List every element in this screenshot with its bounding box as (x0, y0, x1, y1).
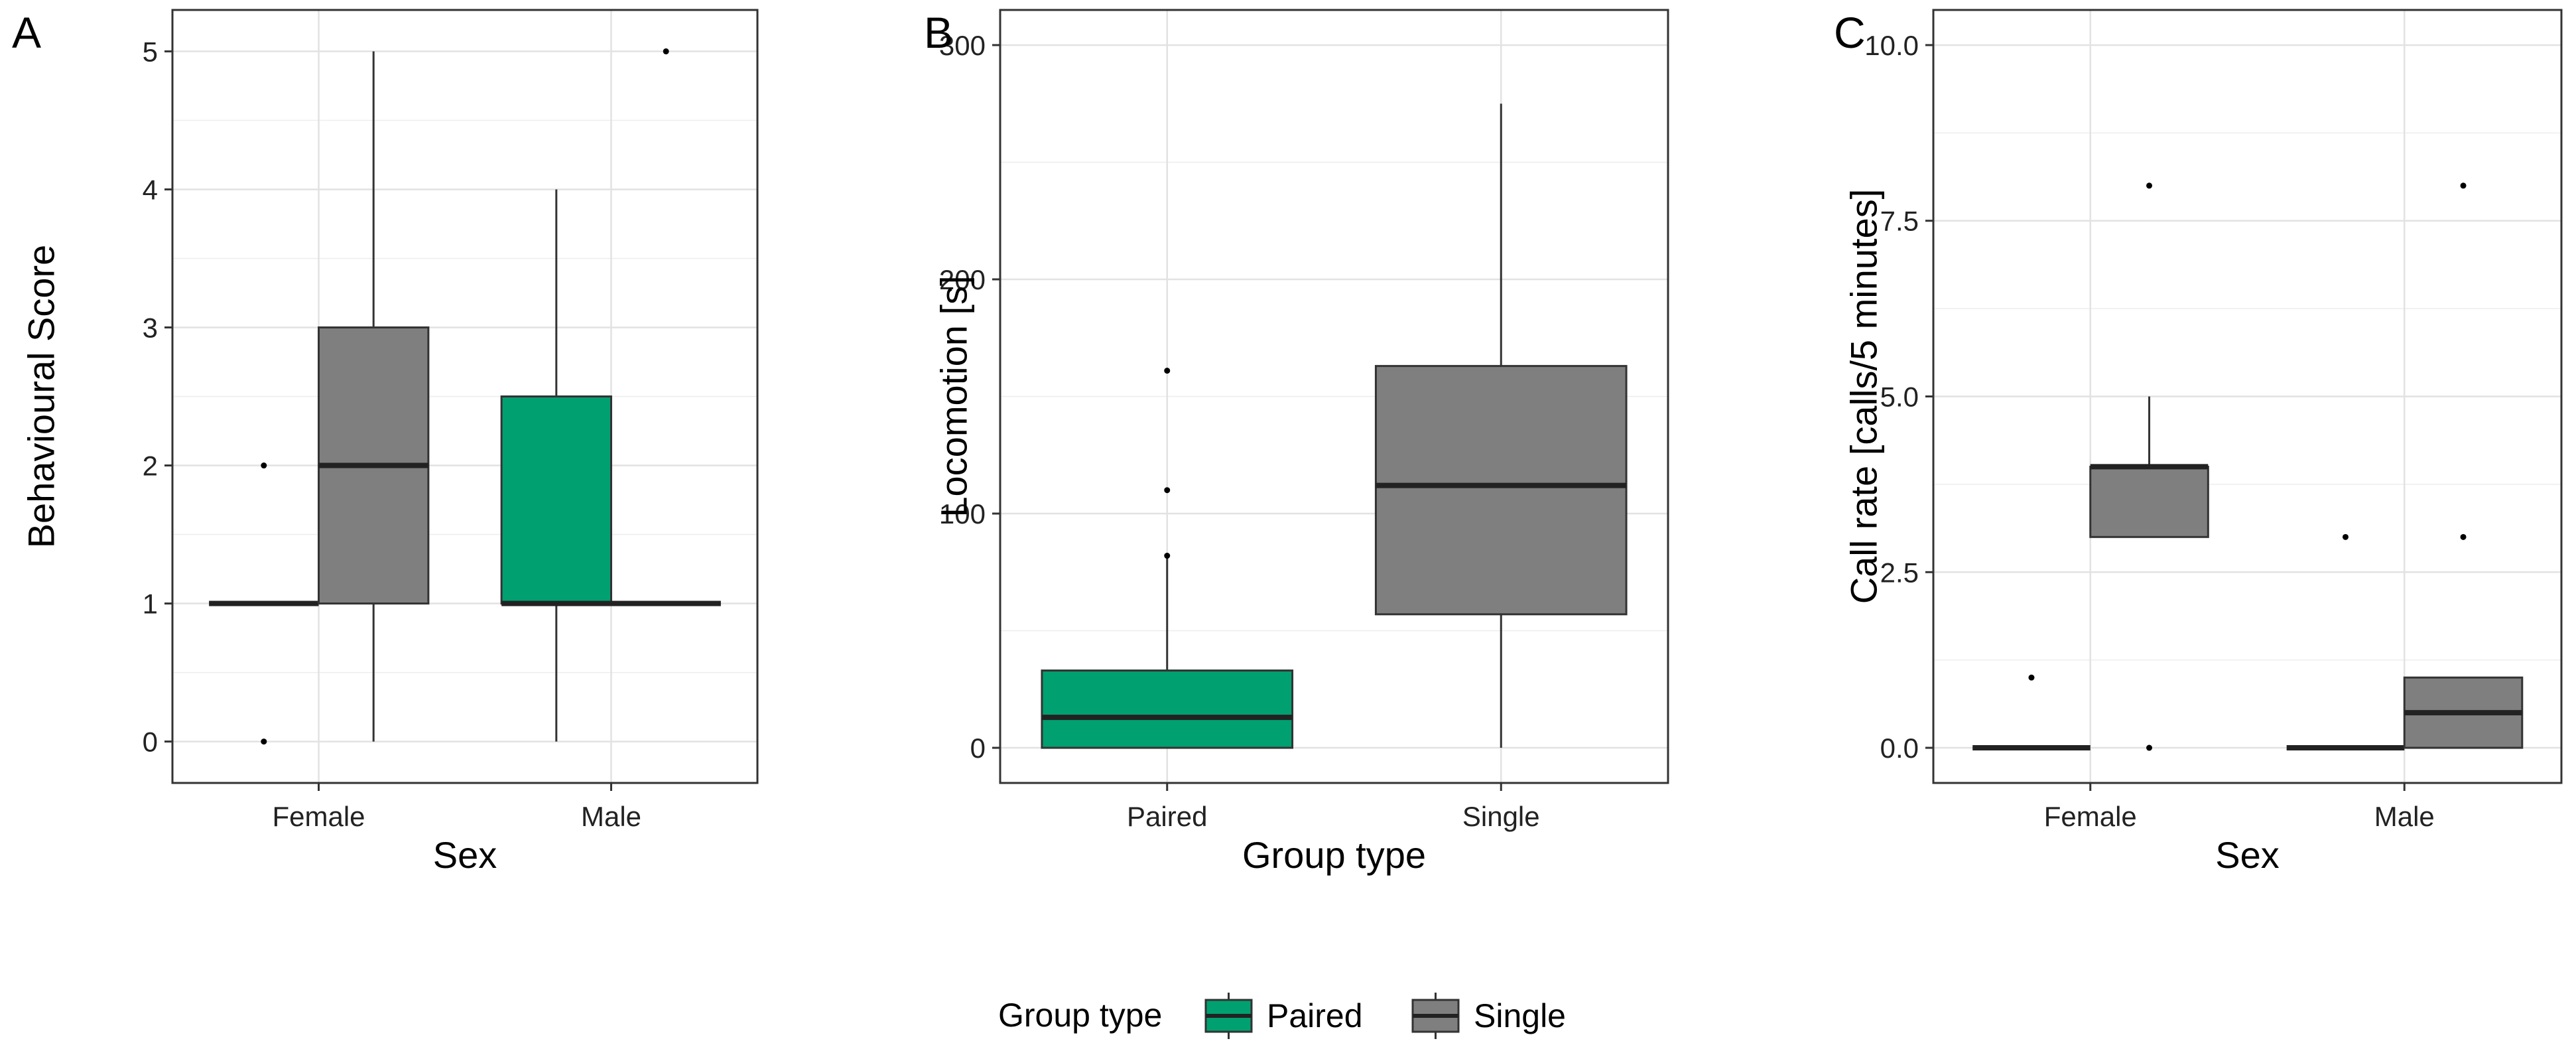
y-axis-title: Call rate [calls/5 minutes] (1843, 189, 1885, 604)
legend-entry-paired: Paired (1204, 993, 1363, 1039)
legend-title: Group type (998, 997, 1162, 1034)
outlier-point (261, 462, 267, 469)
y-tick-label: 7.5 (1880, 206, 1919, 237)
box-paired-male (2286, 533, 2405, 751)
box-paired-paired (1041, 368, 1294, 749)
panel-label: A (12, 8, 41, 57)
y-tick-label: 100 (939, 498, 986, 529)
legend-entry-label: Paired (1267, 997, 1363, 1034)
outlier-point (2342, 533, 2349, 540)
y-tick-label: 10.0 (1864, 30, 1919, 61)
legend-entry-single: Single (1411, 993, 1566, 1039)
panel-border (171, 9, 759, 784)
y-tick-label: 2 (143, 451, 158, 482)
x-tick-label: Male (2374, 801, 2435, 832)
box-body (1374, 365, 1628, 616)
outlier-point (261, 738, 267, 745)
y-axis-title: Locomotion [s] (933, 275, 975, 517)
x-tick-label: Single (1462, 801, 1540, 832)
panel-c: 0.0 2.5 5.0 7.5 10.0 Female Male Sex Call rate [… (1834, 8, 2563, 876)
x-tick-label: Female (2044, 801, 2137, 832)
y-tick-label: 4 (143, 174, 158, 205)
outlier-point (2028, 674, 2035, 681)
y-tick-label: 300 (939, 30, 986, 61)
x-axis-title: Group type (1242, 834, 1426, 876)
box-single-male (2403, 182, 2524, 749)
box-single-male (611, 48, 721, 606)
outlier-point (2460, 533, 2467, 540)
box-single-female (318, 51, 430, 742)
y-tick-label: 0 (143, 727, 158, 758)
box-single-female (2089, 182, 2209, 751)
outlier-point (663, 48, 669, 54)
outlier-point (1164, 487, 1171, 494)
panel-label: B (924, 8, 953, 57)
legend-entries: Paired Single (1204, 993, 1566, 1039)
outlier-point (2146, 182, 2153, 189)
panel-a: 0 1 2 3 4 5 Female Male Sex Behavioural Score A (12, 8, 759, 876)
y-axis-title: Behavioural Score (21, 245, 62, 549)
x-axis-title: Sex (2215, 834, 2280, 876)
y-tick-label: 0 (970, 733, 986, 764)
y-tick-label: 1 (143, 589, 158, 620)
y-tick-label: 0.0 (1880, 733, 1919, 764)
box-body (1041, 669, 1294, 749)
x-tick-label: Female (272, 801, 365, 832)
y-tick-label: 200 (939, 264, 986, 295)
panels: 0 1 2 3 4 5 Female Male Sex Behavioural Score A 0 10… (12, 8, 2563, 876)
x-tick-label: Paired (1127, 801, 1207, 832)
panel-b: 0 100 200 300 Paired Single Group type Locomoti… (924, 8, 1669, 876)
y-tick-label: 3 (143, 312, 158, 343)
outlier-point (1164, 368, 1171, 374)
x-tick-label: Male (581, 801, 641, 832)
y-tick-label: 2.5 (1880, 557, 1919, 588)
y-tick-label: 5.0 (1880, 382, 1919, 413)
box-paired-male (500, 189, 612, 742)
box-single-single (1374, 104, 1628, 748)
box-paired-female (209, 462, 319, 745)
box-paired-female (1972, 674, 2091, 751)
y-tick-label: 5 (143, 36, 158, 67)
outlier-point (2146, 744, 2153, 751)
outlier-point (2460, 182, 2467, 189)
legend: Group type Paired Single (998, 993, 1566, 1039)
panel-label: C (1834, 8, 1866, 57)
outlier-point (1164, 553, 1171, 559)
box-body (500, 395, 612, 605)
x-axis-title: Sex (433, 834, 497, 876)
panel-border (999, 9, 1669, 784)
legend-entry-label: Single (1474, 997, 1566, 1034)
box-body (2089, 465, 2209, 538)
